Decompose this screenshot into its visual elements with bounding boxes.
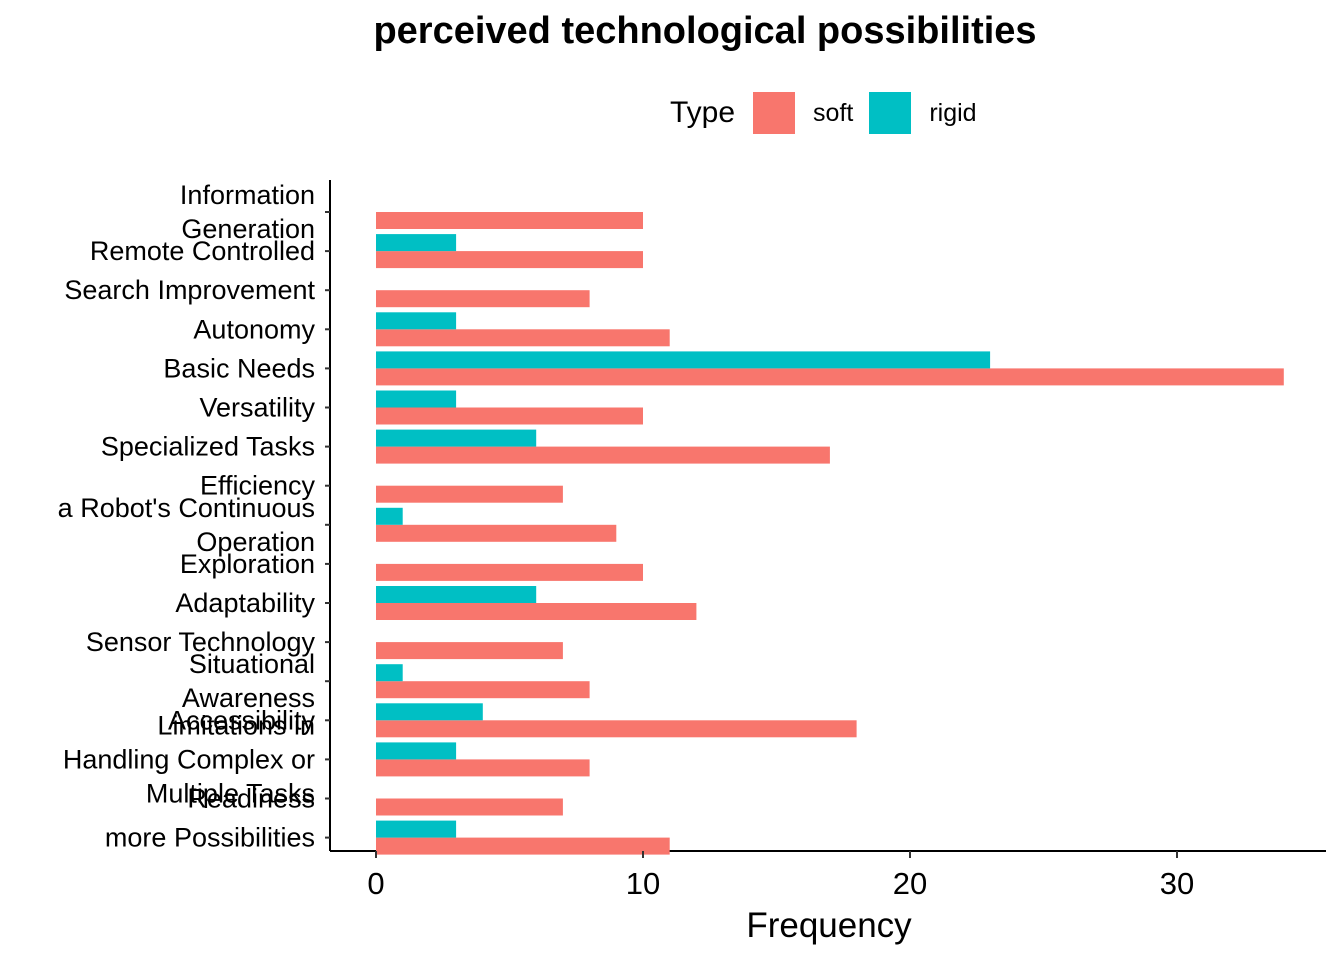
bar-rigid [376,312,457,330]
y-tick-label: Remote Controlled [90,236,315,266]
y-tick-label: Autonomy [193,314,315,344]
bar-rigid [376,390,457,408]
chart-title: perceived technological possibilities [373,10,1037,52]
bar-rigid [376,703,483,721]
x-tick-label: 20 [893,866,927,901]
bar-rigid [376,429,537,447]
bar-soft [376,524,617,542]
bar-soft [376,759,590,777]
x-axis-label: Frequency [746,906,912,945]
bar-soft [376,446,830,464]
y-tick-label: a Robot's Continuous Operation [58,493,315,557]
y-tick-label: Readiness [187,784,315,814]
y-tick-label: Sensor Technology [86,627,316,657]
bar-soft [376,251,643,269]
bar-rigid [376,234,457,252]
x-tick-label: 0 [367,866,384,901]
bar-rigid [376,820,457,838]
bar-soft [376,290,590,308]
legend-item-rigid: rigid [869,92,977,134]
y-tick-label: Adaptability [175,588,315,618]
legend-item-soft: soft [753,92,853,134]
bar-soft [376,642,563,660]
legend-title: Type [670,96,736,129]
y-tick-label: Limitations in Handling Complex or Multipl… [63,710,315,808]
y-tick-label: Efficiency [200,471,316,501]
bar-soft [376,603,697,620]
bar-rigid [376,586,537,603]
bar-rigid [376,507,403,525]
x-tick-label: 30 [1160,866,1194,901]
y-tick-label: Search Improvement [64,275,315,305]
bar-soft [376,837,670,855]
bar-rigid [376,742,457,760]
legend-swatch-soft [753,92,796,134]
legend-label-soft: soft [813,98,854,127]
x-tick-label: 10 [626,866,660,901]
y-tick-label: Specialized Tasks [101,432,315,462]
bar-soft [376,681,590,699]
bar-soft [376,563,643,581]
bar-soft [376,798,563,816]
bar-rigid [376,351,991,369]
y-tick-label: Versatility [199,393,315,423]
y-tick-label: Basic Needs [163,353,315,383]
y-tick-label: Situational Awareness [182,649,315,713]
bar-soft [376,407,643,425]
legend-swatch-rigid [869,92,912,134]
bar-soft [376,329,670,347]
y-tick-label: more Possibilities [105,823,315,853]
legend: Type soft rigid [670,88,993,138]
bar-soft [376,368,1284,386]
bar-soft [376,720,857,738]
y-tick-label: Accessibility [168,705,316,735]
legend-label-rigid: rigid [929,98,977,127]
y-tick-label: Exploration [180,549,315,579]
bar-rigid [376,664,403,682]
y-tick-label: Information Generation [180,180,315,244]
bar-soft [376,212,643,229]
bar-soft [376,485,563,503]
